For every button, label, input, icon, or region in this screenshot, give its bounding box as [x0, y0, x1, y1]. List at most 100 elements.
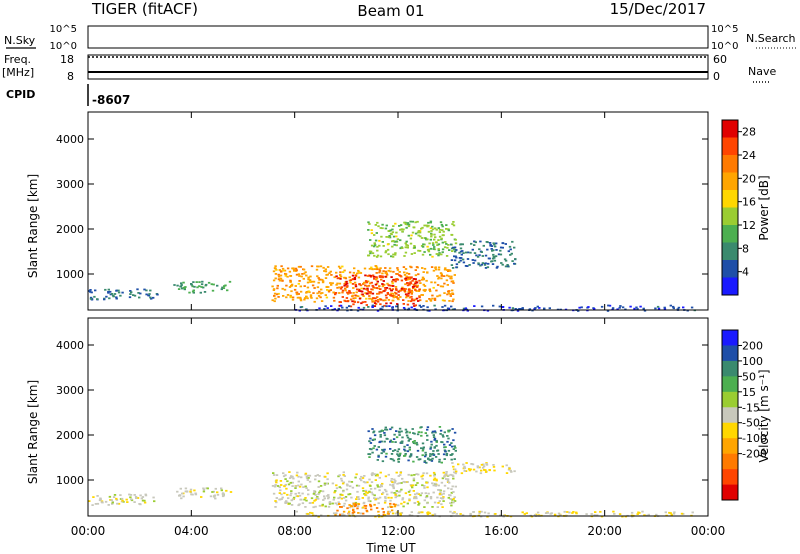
scatter-cell — [446, 479, 450, 482]
scatter-cell — [294, 267, 298, 270]
scatter-cell — [317, 480, 321, 483]
scatter-cell — [429, 455, 432, 457]
scatter-cell — [390, 480, 393, 482]
scatter-cell — [355, 484, 359, 487]
scatter-cell — [407, 473, 410, 476]
scatter-cell — [391, 228, 394, 231]
scatter-cell — [290, 492, 293, 495]
scatter-cell — [327, 497, 330, 500]
scatter-cell — [417, 512, 420, 514]
scatter-cell — [394, 512, 398, 515]
scatter-cell — [216, 284, 219, 287]
scatter-cell — [379, 288, 382, 290]
scatter-cell — [437, 249, 440, 252]
scatter-cell — [374, 297, 377, 300]
scatter-cell — [421, 477, 424, 480]
scatter-cell — [381, 276, 384, 279]
scatter-cell — [672, 512, 676, 515]
scatter-cell — [543, 307, 546, 310]
scatter-cell — [363, 493, 366, 495]
scatter-cell — [348, 513, 351, 515]
scatter-cell — [489, 244, 492, 246]
scatter-cell — [402, 299, 405, 301]
scatter-cell — [414, 484, 418, 486]
scatter-cell — [478, 512, 481, 515]
scatter-cell — [450, 445, 454, 448]
scatter-cell — [214, 497, 217, 500]
scatter-cell — [129, 293, 132, 295]
scatter-cell — [391, 441, 394, 443]
scatter-cell — [374, 498, 378, 501]
scatter-cell — [359, 512, 363, 515]
scatter-cell — [360, 479, 363, 482]
scatter-cell — [89, 289, 92, 291]
scatter-cell — [655, 513, 658, 516]
scatter-cell — [274, 297, 277, 300]
scatter-cell — [454, 449, 457, 452]
scatter-cell — [441, 477, 445, 480]
scatter-cell — [437, 453, 440, 455]
scatter-cell — [307, 477, 310, 479]
scatter-cell — [351, 486, 355, 489]
scatter-cell — [370, 266, 373, 269]
scatter-cell — [333, 308, 336, 310]
scatter-cell — [453, 248, 456, 251]
scatter-cell — [373, 487, 377, 490]
scatter-cell — [413, 285, 416, 288]
scatter-cell — [408, 291, 412, 294]
scatter-cell — [113, 494, 117, 496]
scatter-cell — [435, 441, 438, 443]
scatter-cell — [290, 490, 293, 492]
scatter-cell — [300, 275, 303, 278]
scatter-cell — [322, 499, 325, 501]
scatter-cell — [431, 430, 435, 433]
scatter-cell — [393, 478, 396, 481]
scatter-cell — [286, 493, 289, 496]
scatter-cell — [271, 285, 274, 288]
scatter-cell — [289, 294, 292, 297]
scatter-cell — [462, 252, 465, 254]
scatter-cell — [381, 227, 384, 230]
scatter-cell — [577, 310, 580, 312]
scatter-cell — [413, 246, 416, 249]
scatter-cell — [355, 291, 358, 294]
scatter-cell — [377, 292, 381, 295]
scatter-cell — [318, 491, 321, 494]
scatter-cell — [278, 498, 281, 501]
scatter-cell — [421, 278, 424, 281]
scatter-cell — [606, 310, 610, 312]
scatter-cell — [548, 307, 551, 310]
scatter-cell — [289, 279, 292, 282]
scatter-cell — [360, 475, 363, 478]
scatter-cell — [493, 469, 496, 472]
scatter-cell — [388, 235, 391, 237]
scatter-cell — [450, 458, 453, 461]
scatter-cell — [367, 453, 370, 455]
scatter-cell — [445, 224, 448, 226]
scatter-cell — [407, 300, 410, 302]
scatter-cell — [135, 497, 138, 499]
scatter-cell — [427, 248, 430, 251]
scatter-cell — [397, 454, 400, 457]
scatter-cell — [419, 282, 422, 284]
scatter-cell — [297, 282, 300, 285]
scatter-cell — [196, 286, 199, 289]
scatter-cell — [380, 278, 383, 281]
nsky-tick-top: 10^5 — [50, 24, 77, 35]
scatter-cell — [392, 450, 395, 452]
scatter-cell — [94, 289, 97, 292]
scatter-cell — [428, 512, 432, 515]
scatter-cell — [273, 267, 277, 269]
scatter-cell — [369, 291, 372, 294]
scatter-cell — [209, 495, 213, 498]
scatter-cell — [406, 284, 410, 287]
scatter-cell — [352, 303, 355, 306]
scatter-cell — [274, 265, 277, 268]
scatter-cell — [391, 292, 395, 295]
scatter-cell — [447, 229, 450, 232]
scatter-cell — [290, 283, 294, 286]
scatter-cell — [277, 273, 280, 276]
scatter-cell — [342, 490, 345, 493]
scatter-cell — [422, 277, 425, 280]
